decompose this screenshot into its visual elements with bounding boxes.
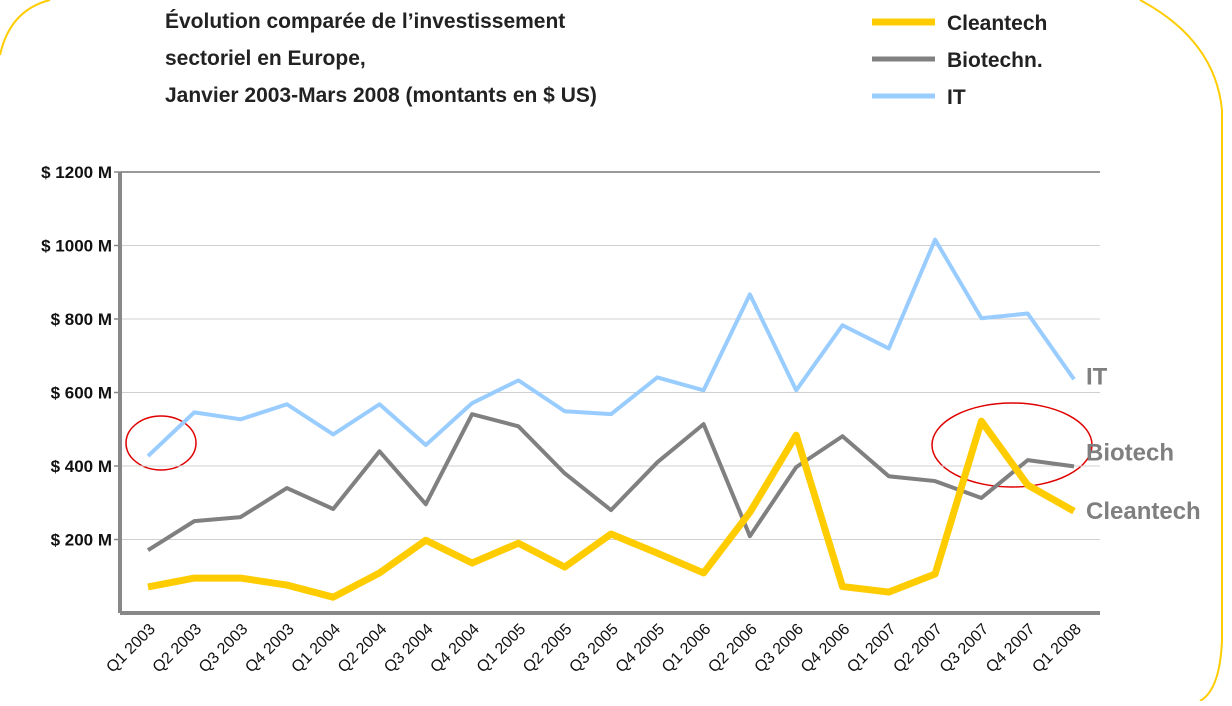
x-tick-label: Q3 2004 (381, 621, 436, 676)
x-tick-label: Q3 2006 (752, 621, 807, 676)
x-tick-label: Q1 2008 (1029, 621, 1084, 676)
end-label: Biotech (1086, 439, 1174, 466)
y-tick-label: $ 200 M (51, 531, 112, 550)
highlight-ellipse (931, 402, 1093, 488)
y-tick-label: $ 800 M (51, 310, 112, 329)
x-tick-label: Q3 2007 (937, 621, 992, 676)
x-tick-label: Q4 2004 (427, 621, 482, 676)
y-tick-label: $ 400 M (51, 457, 112, 476)
x-tick-label: Q2 2003 (150, 621, 205, 676)
chart-title: Évolution comparée de l’investissement (165, 10, 565, 33)
decor-border (0, 0, 51, 56)
decor-border (1139, 0, 1223, 702)
x-tick-label: Q3 2003 (196, 621, 251, 676)
x-tick-label: Q2 2006 (705, 621, 760, 676)
x-tick-label: Q2 2004 (335, 621, 390, 676)
y-tick-label: $ 1200 M (41, 163, 112, 182)
chart-title: sectoriel en Europe, (165, 47, 366, 70)
x-tick-label: Q1 2006 (659, 621, 714, 676)
x-tick-label: Q1 2005 (474, 621, 529, 676)
series-line (146, 237, 1076, 458)
highlight-ellipse (125, 415, 197, 471)
x-tick-label: Q2 2005 (520, 621, 575, 676)
x-tick-label: Q3 2005 (566, 621, 621, 676)
legend-label: Biotechn. (947, 49, 1043, 72)
y-tick-label: $ 1000 M (41, 237, 112, 256)
x-tick-label: Q1 2007 (844, 621, 899, 676)
x-tick-label: Q1 2004 (289, 621, 344, 676)
x-tick-label: Q1 2003 (103, 621, 158, 676)
end-label: Cleantech (1086, 498, 1201, 525)
x-tick-label: Q2 2007 (890, 621, 945, 676)
y-tick-label: $ 600 M (51, 384, 112, 403)
series-line (146, 412, 1075, 552)
x-tick-label: Q4 2005 (613, 621, 668, 676)
end-label: IT (1086, 363, 1108, 390)
series-line (147, 417, 1076, 601)
chart-title: Janvier 2003-Mars 2008 (montants en $ US… (165, 84, 597, 107)
x-tick-label: Q4 2007 (983, 621, 1038, 676)
legend-label: Cleantech (947, 12, 1047, 35)
legend-label: IT (947, 86, 966, 109)
x-tick-label: Q4 2003 (242, 621, 297, 676)
x-tick-label: Q4 2006 (798, 621, 853, 676)
